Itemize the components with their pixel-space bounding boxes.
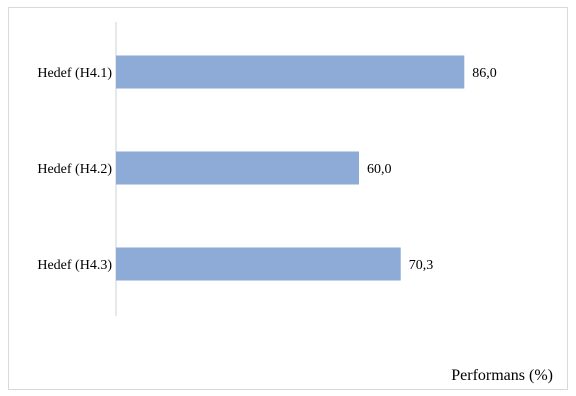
category-label-3: Hedef (H4.3) — [37, 258, 112, 273]
bar-1 — [116, 55, 465, 89]
bar-3 — [116, 247, 401, 281]
bar-2 — [116, 151, 359, 185]
bars-layer: Hedef (H4.1) 86,0 Hedef (H4.2) 60,0 Hedef (H… — [37, 55, 497, 281]
category-label-1: Hedef (H4.1) — [37, 66, 112, 81]
value-label-3: 70,3 — [409, 258, 434, 273]
x-axis-title: Performans (%) — [451, 367, 553, 384]
category-label-2: Hedef (H4.2) — [37, 162, 112, 177]
value-label-1: 86,0 — [472, 66, 497, 81]
value-label-2: 60,0 — [367, 162, 392, 177]
